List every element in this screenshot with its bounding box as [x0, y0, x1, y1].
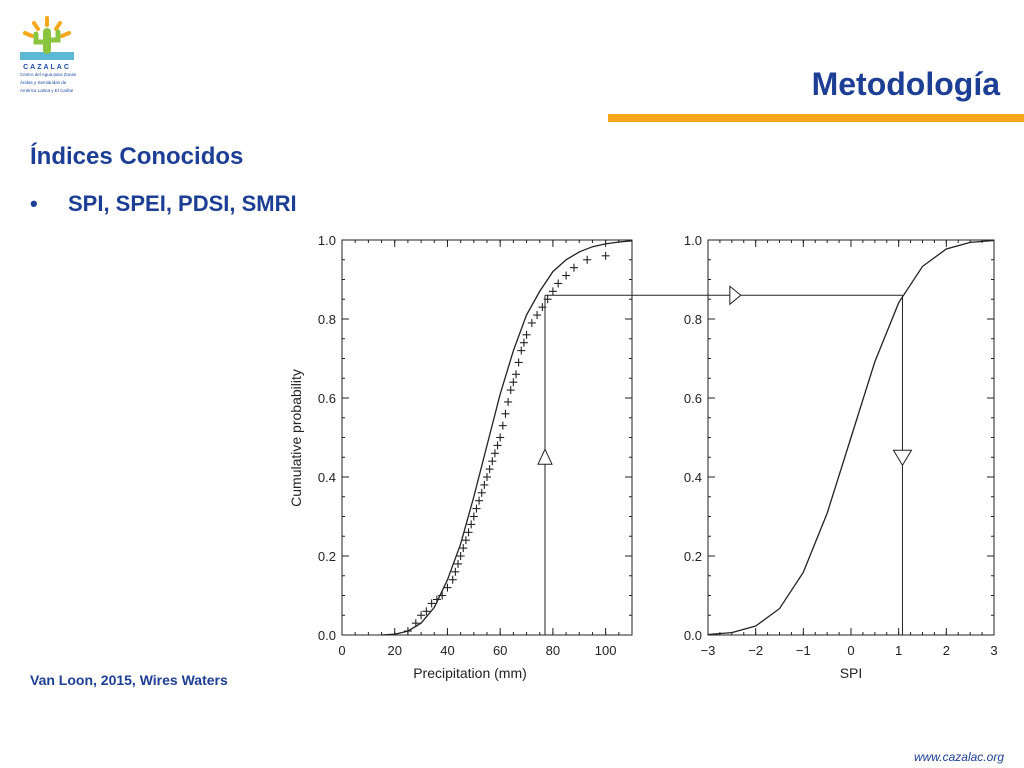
observation-marker — [443, 583, 452, 592]
observation-marker — [417, 611, 426, 620]
left-y-tick-label: 0.6 — [318, 391, 336, 406]
observation-marker — [438, 591, 447, 600]
figure: 0.0 0.2 0.4 0.6 0.8 1.0 0 20 40 60 80 100 0.0 0.2 0.… — [280, 226, 1010, 696]
observation-marker — [432, 595, 441, 604]
left-y-axis-label: Cumulative probability — [288, 369, 304, 507]
slide-title: Metodología — [811, 66, 1000, 102]
observation-marker — [483, 473, 491, 481]
cactus-sun-icon — [20, 16, 74, 60]
observation-marker — [456, 552, 465, 560]
down-triangle-marker — [892, 449, 913, 467]
right-x-tick-label: −3 — [701, 643, 716, 658]
observation-marker — [496, 433, 505, 442]
observation-marker — [488, 457, 497, 466]
observation-marker — [506, 386, 515, 395]
title-underline — [608, 114, 1024, 122]
spi-transformation-figure: 0.00.20.40.60.81.0 0 20 40 60 80 100 0.00.20.… — [288, 233, 998, 681]
left-fitted-cdf-line — [381, 240, 633, 636]
observation-marker — [490, 449, 499, 458]
logo-tagline-1: Centro del Agua para Zonas — [20, 72, 77, 77]
footer-url[interactable]: www.cazalac.org — [913, 750, 1004, 764]
bullet-text: SPI, SPEI, PDSI, SMRI — [68, 191, 297, 216]
observation-marker — [403, 627, 412, 636]
standard-normal-cdf-line — [707, 239, 995, 636]
observation-marker — [480, 480, 489, 489]
left-x-tick-label: 100 — [595, 643, 617, 658]
left-y-tick-label: 0.8 — [318, 312, 336, 327]
observation-marker — [601, 251, 610, 260]
left-y-tick-label: 0.4 — [318, 470, 336, 485]
logo-name: CAZALAC — [23, 64, 71, 71]
right-x-tick-label: 0 — [847, 643, 854, 658]
observation-marker — [459, 544, 468, 553]
right-x-tick-label: 2 — [943, 643, 950, 658]
right-y-tick-label: 1.0 — [684, 233, 702, 248]
left-x-tick-label: 60 — [493, 643, 507, 658]
right-x-tick-label: −2 — [748, 643, 763, 658]
left-x-tick-label: 80 — [546, 643, 560, 658]
observation-marker — [548, 287, 557, 296]
observation-marker — [461, 536, 470, 545]
right-y-tick-label: 0.4 — [684, 470, 702, 485]
left-x-tick-label: 20 — [387, 643, 401, 658]
logo-tagline-2: Áridas y Semiáridas de — [20, 80, 67, 85]
right-x-tick-label: 3 — [990, 643, 997, 658]
observation-marker — [451, 567, 460, 576]
observation-marker — [562, 271, 571, 280]
observation-marker — [522, 330, 531, 339]
observation-marker — [454, 559, 462, 568]
observation-marker — [554, 279, 563, 288]
observation-marker — [519, 338, 528, 347]
observation-marker — [493, 441, 502, 450]
left-x-tick-label: 0 — [338, 643, 345, 658]
citation: Van Loon, 2015, Wires Waters — [30, 672, 228, 688]
right-x-axis-label: SPI — [840, 665, 863, 681]
bullet-marker: • — [30, 191, 38, 216]
left-plot-frame — [341, 239, 633, 636]
observation-marker — [533, 311, 542, 320]
observation-marker — [498, 421, 507, 430]
observation-marker — [514, 358, 523, 367]
logo-tagline-3: América Latina y El Caribe — [20, 88, 74, 93]
observation-marker — [448, 575, 457, 584]
observation-marker — [464, 528, 473, 537]
right-triangle-marker — [729, 285, 742, 306]
observation-marker — [472, 504, 481, 513]
observation-marker — [411, 619, 420, 628]
left-x-tick-label: 40 — [440, 643, 454, 658]
observation-marker — [501, 409, 510, 418]
observation-marker — [570, 263, 578, 272]
right-y-tick-label: 0.8 — [684, 312, 702, 327]
observation-marker — [583, 255, 592, 264]
right-x-tick-label: −1 — [796, 643, 811, 658]
observation-marker — [469, 512, 478, 521]
observation-marker — [467, 520, 476, 529]
observation-marker — [427, 599, 436, 608]
observation-marker — [509, 378, 518, 387]
bullet-item: • SPI, SPEI, PDSI, SMRI — [30, 191, 297, 217]
observation-marker — [485, 465, 494, 474]
cazalac-logo: CAZALAC Centro del Agua para Zonas Árida… — [18, 14, 76, 95]
observation-marker — [477, 488, 486, 497]
left-y-tick-label: 1.0 — [318, 233, 336, 248]
right-x-tick-label: 1 — [895, 643, 902, 658]
right-y-tick-label: 0.0 — [684, 628, 702, 643]
left-x-axis-label: Precipitation (mm) — [413, 665, 527, 681]
right-y-tick-label: 0.2 — [684, 549, 702, 564]
observation-marker — [527, 318, 536, 327]
left-y-tick-label: 0.2 — [318, 549, 336, 564]
section-heading: Índices Conocidos — [30, 143, 244, 170]
observation-marker — [422, 607, 431, 616]
up-triangle-marker — [537, 448, 553, 465]
observation-marker — [517, 346, 526, 355]
right-y-tick-label: 0.6 — [684, 391, 702, 406]
observation-marker — [512, 370, 520, 379]
left-y-tick-label: 0.0 — [318, 628, 336, 643]
observation-marker — [475, 496, 484, 505]
observation-marker — [504, 397, 513, 406]
